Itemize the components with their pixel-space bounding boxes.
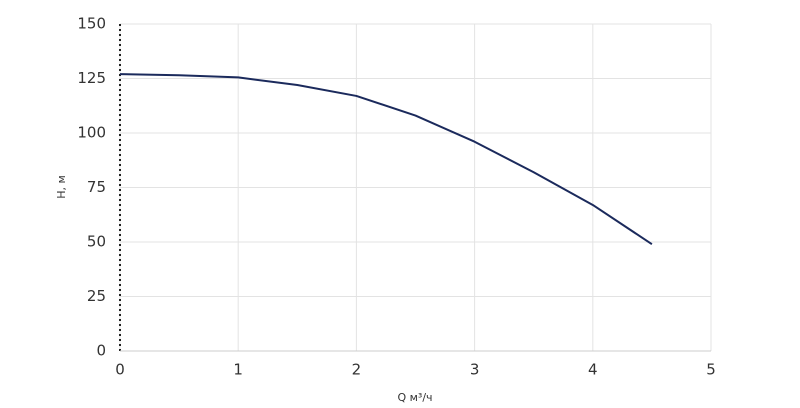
- y-tick-label: 100: [77, 124, 106, 142]
- x-tick-label: 2: [352, 361, 362, 379]
- y-tick-label: 150: [77, 15, 106, 33]
- y-tick-label: 0: [96, 342, 106, 360]
- y-axis-title: H, м: [55, 175, 68, 199]
- y-tick-label: 125: [77, 69, 106, 87]
- y-tick-label: 50: [87, 233, 106, 251]
- x-tick-label: 5: [706, 361, 716, 379]
- x-tick-label: 3: [470, 361, 480, 379]
- curve: [119, 73, 653, 246]
- x-tick-label: 4: [588, 361, 598, 379]
- y-tick-label: 75: [87, 178, 106, 196]
- y-tick-label: 25: [87, 287, 106, 305]
- x-tick-label: 0: [115, 361, 125, 379]
- x-tick-label: 1: [233, 361, 243, 379]
- x-axis-title: Q м³/ч: [397, 391, 432, 404]
